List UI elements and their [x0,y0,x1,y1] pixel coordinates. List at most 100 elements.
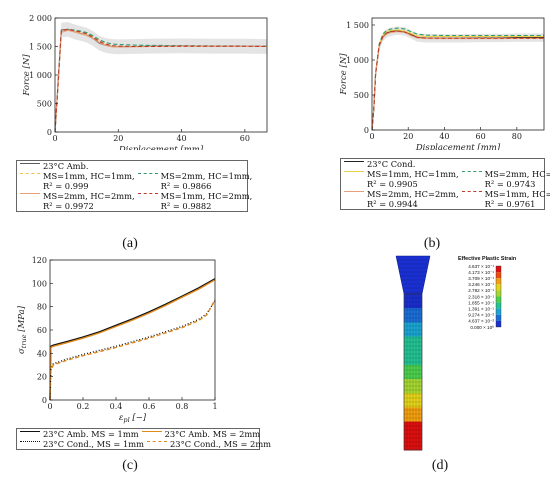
y-tick-label: 1 000 [346,56,369,65]
specimen-grip [395,255,431,295]
specimen-segment [404,322,422,338]
colorbar-cell [496,296,501,303]
specimen-segment [404,421,422,437]
colorbar-cell [496,290,501,297]
legend-item: 23°C Cond. [341,159,544,169]
specimen-segment [404,435,422,451]
specimen-segment [404,336,422,352]
scatter-band [55,22,267,132]
x-tick-label: 20 [113,134,123,143]
x-tick-label: 0.8 [176,402,189,411]
x-tick-label: 0.2 [77,402,90,411]
legend-swatch [20,193,40,200]
legend-swatch [20,163,40,170]
legend-swatch [461,171,482,178]
legend-row: 23°C Cond. [341,159,544,169]
legend-label: MS=1mm, HC=2mm, [484,189,550,199]
colorbar-label: 0.000 × 10⁰ [470,325,494,330]
x-tick-label: 60 [240,134,250,143]
colorbar-cell [496,302,501,309]
legend-b: 23°C Cond. MS=1mm, HC=1mm, R² = 0.9905 MS=2… [340,158,550,210]
series-line-4 [54,28,268,133]
legend-label: 23°C Amb. [43,161,89,171]
legend-swatch [147,441,168,448]
y-axis-label: Force [N] [339,53,349,96]
specimen-segment [404,364,422,380]
plot-frame [371,17,545,131]
legend-r2: R² = 0.9761 [484,199,536,209]
x-tick-label: 0.6 [143,402,156,411]
series-line-2 [49,300,216,401]
legend-item: MS=2mm, HC=1mm, R² = 0.9866 [135,171,252,191]
legend-label: 23°C Cond., MS = 1mm [43,439,145,449]
colorbar-cell [496,320,501,327]
y-tick-label: 2 000 [29,14,52,23]
legend-item: MS=2mm, HC=2mm, R² = 0.9972 [17,191,135,211]
colorbar-cell [496,308,501,315]
legend-row: 23°C Cond., MS = 1mm 23°C Cond., MS = 2mm [17,439,271,449]
y-tick-label: 40 [37,349,47,358]
x-tick-label: 20 [403,132,413,141]
caption-a: (a) [122,236,138,251]
colorbar-label: 1.391 × 10⁻¹ [468,307,494,312]
series-line-1 [49,279,216,401]
y-tick-label: 120 [32,256,47,265]
x-tick-label: 60 [476,132,486,141]
legend-item: 23°C Cond., MS = 2mm [144,439,271,449]
legend-item: MS=2mm, HC=2mm, R² = 0.9944 [341,189,459,209]
caption-d: (d) [431,458,449,473]
colorbar-label: 3.246 × 10⁻¹ [468,282,494,287]
x-tick-label: 0.4 [110,402,123,411]
y-tick-label: 1 000 [29,71,52,80]
y-tick-label: 1 500 [29,43,52,52]
y-axis-label: Force [N] [22,54,32,97]
chart-a: 0 20 40 60 0 500 1 000 1 500 2 000 Displacement [… [22,14,268,150]
legend-row: MS=1mm, HC=1mm, R² = 0.999 MS=2mm, HC=1mm,… [17,171,252,191]
y-tick-label: 100 [32,279,47,288]
legend-swatch [344,191,364,198]
legend-swatch [20,441,40,448]
specimen-segment [404,308,422,323]
specimen-segment [404,393,422,408]
fea-model-d: Effective Plastic Strain 4.637 × 10⁻¹4.17… [395,255,516,451]
y-tick-label: 0 [364,126,369,135]
specimen-segment [404,294,422,309]
specimen-segment [404,379,422,394]
legend-label: 23°C Cond. [367,159,416,169]
series-line-4 [371,30,544,131]
legend-swatch [137,173,158,180]
legend-item: 23°C Amb. MS = 1mm [17,429,139,439]
legend-a: 23°C Amb. MS=1mm, HC=1mm, R² = 0.999 MS=2mm… [16,160,252,212]
colorbar-label: 3.709 × 10⁻¹ [468,276,494,281]
legend-label: MS=1mm, HC=2mm, [160,191,253,201]
x-tick-label: 0 [369,132,374,141]
colorbar-cell [496,278,501,285]
specimen-segment [404,407,422,423]
legend-title: Effective Plastic Strain [458,256,516,262]
colorbar-cell [496,284,501,291]
legend-item: MS=1mm, HC=1mm, R² = 0.999 [17,171,135,191]
colorbar-label: 2.318 × 10⁻¹ [468,294,494,299]
colorbar-cell [496,314,501,321]
colorbar-label: 4.637 × 10⁻² [468,319,494,324]
colorbar-label: 4.637 × 10⁻¹ [468,264,494,269]
legend-row: MS=2mm, HC=2mm, R² = 0.9972 MS=1mm, HC=2mm… [17,191,252,211]
x-tick-label: 40 [439,132,449,141]
x-tick-label: 0 [52,134,57,143]
legend-r2: R² = 0.9972 [43,201,94,211]
y-tick-label: 0 [42,396,47,405]
caption-c: (c) [122,458,138,473]
legend-label: MS=1mm, HC=1mm, [367,169,459,179]
x-axis-label: Displacement [mm] [118,145,204,150]
x-tick-label: 40 [176,134,186,143]
legend-label: 23°C Amb. MS = 2mm [164,429,261,439]
y-tick-label: 500 [354,91,369,100]
legend-swatch [20,431,40,438]
series-line-0 [371,30,544,131]
legend-c: 23°C Amb. MS = 1mm 23°C Amb. MS = 2mm 23°C… [16,428,271,450]
legend-item: 23°C Cond., MS = 1mm [17,439,144,449]
colorbar-cell [496,266,501,273]
colorbar-label: 4.173 × 10⁻¹ [468,270,494,275]
legend-r2: R² = 0.9882 [160,201,212,211]
